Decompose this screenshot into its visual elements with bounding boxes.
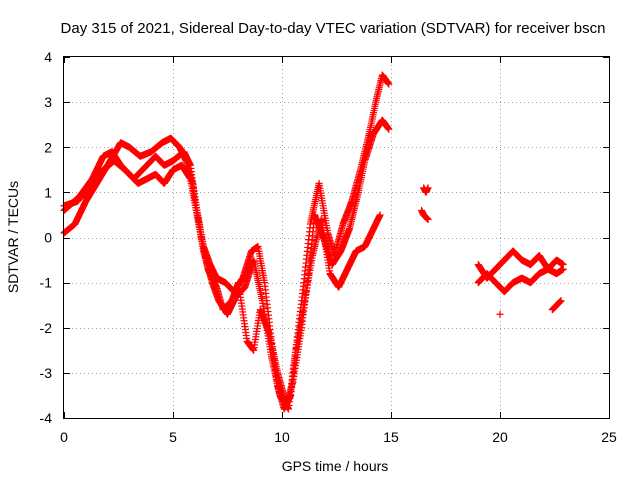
y-tick-label: -1 [40,275,53,291]
plot-frame [63,56,610,419]
data-point [424,215,432,223]
data-point [385,80,393,88]
chart-title: Day 315 of 2021, Sidereal Day-to-day VTE… [61,20,606,37]
x-tick-label: 25 [601,429,617,445]
data-point [496,310,504,318]
data-point [557,297,565,305]
x-tick-label: 5 [169,429,177,445]
y-axis-label: SDTVAR / TECUs [5,181,21,293]
y-tick-label: -2 [40,320,53,336]
data-point [376,211,384,219]
x-tick-label: 0 [60,429,68,445]
data-point [559,265,567,273]
y-tick-label: 2 [44,139,52,155]
y-tick-label: -4 [40,410,53,426]
data-points [60,71,567,413]
grid-layer [64,57,609,418]
y-tick-label: -3 [40,365,53,381]
y-tick-label: 3 [44,94,52,110]
data-point [385,125,393,133]
y-tick-label: 1 [44,184,52,200]
x-axis-label: GPS time / hours [282,458,389,474]
x-tick-label: 20 [492,429,508,445]
y-tick-label: 0 [44,230,52,246]
data-point [424,184,432,192]
axis-ticks: 0 5 10 15 20 25 -4 -3 -2 -1 0 1 2 3 4 [40,49,617,445]
x-tick-label: 15 [383,429,399,445]
x-tick-label: 10 [274,429,290,445]
y-tick-label: 4 [44,49,52,65]
